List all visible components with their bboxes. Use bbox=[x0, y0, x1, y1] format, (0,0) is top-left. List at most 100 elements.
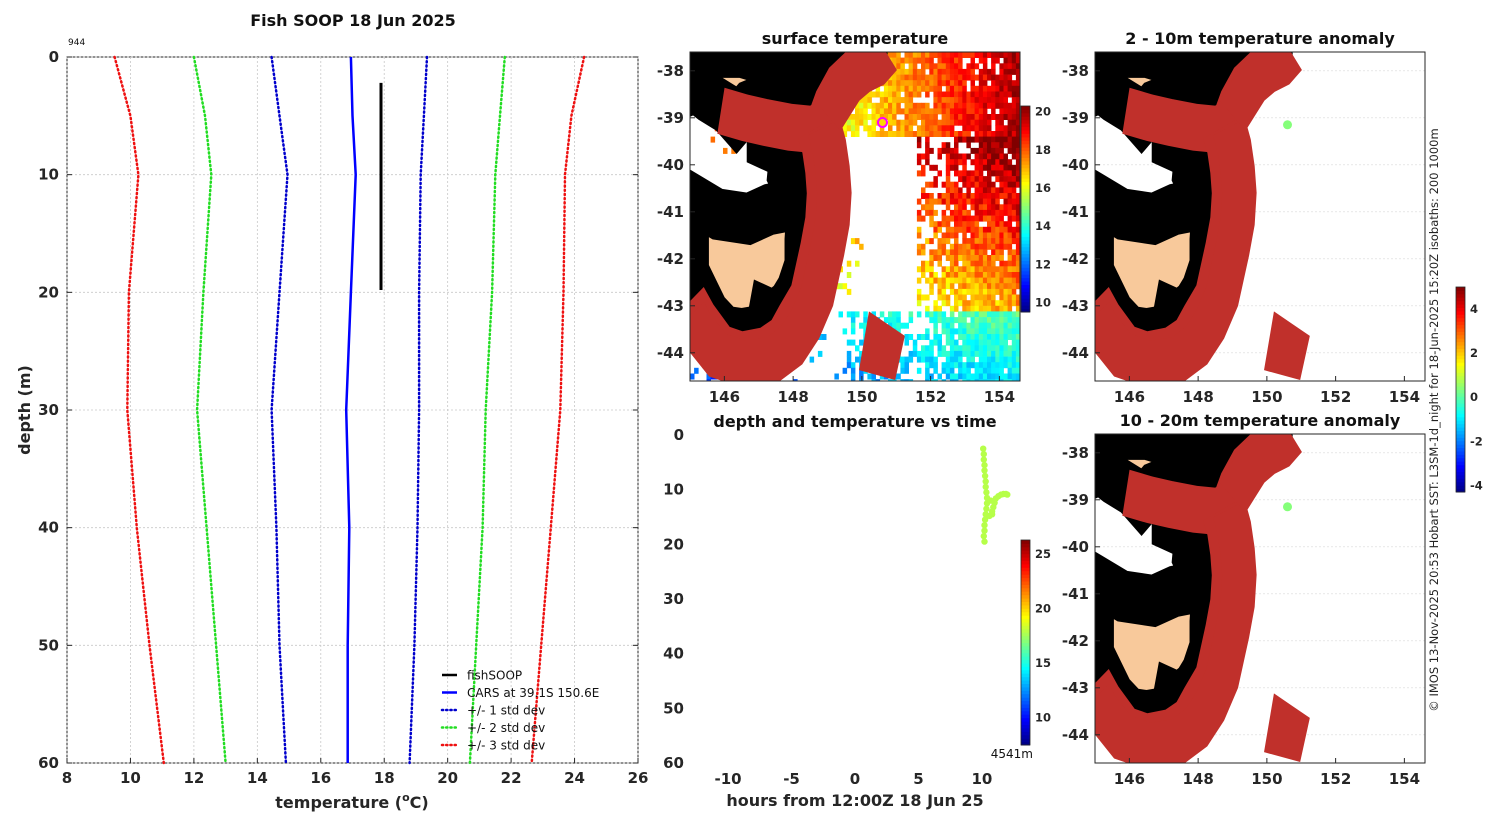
sst-cell bbox=[916, 249, 922, 256]
sst-cell bbox=[916, 215, 922, 222]
sst-cell bbox=[933, 249, 938, 256]
sst-cell bbox=[916, 311, 922, 318]
sst-cell bbox=[896, 322, 901, 329]
sst-cell bbox=[916, 91, 922, 98]
sst-cell bbox=[937, 119, 942, 126]
sst-cell bbox=[966, 300, 971, 307]
sst-cell bbox=[987, 74, 992, 81]
anom_2_10-point bbox=[1283, 120, 1292, 130]
sst-cell bbox=[995, 97, 1000, 104]
sst-cell bbox=[970, 159, 975, 166]
anomaly-colorbar-segment bbox=[1456, 307, 1465, 312]
sst-cell bbox=[937, 125, 942, 132]
sst-cell bbox=[987, 277, 992, 284]
sst-cell bbox=[966, 198, 971, 205]
sst-cell bbox=[966, 350, 971, 357]
sst-cell bbox=[896, 74, 901, 81]
sst-colorbar-segment bbox=[1021, 136, 1030, 141]
sst-cell bbox=[1015, 147, 1020, 154]
sst-cell bbox=[1015, 238, 1020, 245]
sst-cell bbox=[978, 181, 984, 188]
sst-colorbar-segment bbox=[1021, 164, 1030, 169]
sst-cell bbox=[921, 356, 926, 363]
sst_map-frame bbox=[689, 51, 1021, 382]
sst-cell bbox=[1003, 142, 1008, 149]
sst-cell bbox=[966, 266, 971, 273]
sst-cell bbox=[1007, 249, 1013, 256]
sst-cell bbox=[974, 277, 980, 284]
sst-cell bbox=[954, 362, 959, 369]
sst-cell bbox=[916, 125, 922, 132]
dt-colorbar-segment bbox=[1021, 738, 1030, 743]
dt-colorbar-segment bbox=[1021, 618, 1030, 623]
sst-cell bbox=[954, 339, 959, 346]
sst-cell bbox=[974, 176, 980, 183]
sst-cell bbox=[962, 300, 967, 307]
sst-cell bbox=[933, 176, 938, 183]
sst-cell bbox=[962, 350, 967, 357]
sst-cell bbox=[966, 373, 971, 380]
sst-cell bbox=[937, 305, 942, 312]
sst-cell bbox=[867, 125, 872, 132]
sst-cell bbox=[991, 226, 996, 233]
sst-cell bbox=[912, 131, 918, 137]
sst-cell bbox=[978, 131, 984, 137]
sst-cell bbox=[850, 119, 856, 126]
sst-cell bbox=[892, 108, 897, 115]
sst-colorbar-segment bbox=[1021, 301, 1030, 306]
sst-cell bbox=[958, 102, 963, 109]
anom_2_10-ytick-label: -42 bbox=[1062, 250, 1089, 268]
anomaly-colorbar-segment bbox=[1456, 324, 1465, 329]
sst-cell bbox=[974, 97, 980, 104]
sst-cell bbox=[937, 350, 942, 357]
sst-cell bbox=[945, 300, 951, 307]
sst-cell bbox=[945, 317, 951, 324]
sst-cell bbox=[871, 373, 876, 380]
sst-cell bbox=[1011, 176, 1017, 183]
sst-cell bbox=[916, 350, 922, 357]
sst-cell bbox=[908, 85, 914, 92]
sst-cell bbox=[995, 350, 1000, 357]
sst-cell bbox=[1003, 272, 1008, 278]
sst-cell bbox=[925, 159, 930, 166]
sst-cell bbox=[925, 181, 930, 188]
sst-cell bbox=[900, 119, 905, 126]
sst-cell bbox=[1015, 362, 1020, 369]
sst-cell bbox=[974, 187, 980, 194]
profile-xtick-label: 10 bbox=[120, 769, 141, 787]
sst-cell bbox=[970, 204, 975, 211]
sst-cell bbox=[846, 350, 852, 357]
sst-cell bbox=[999, 328, 1004, 335]
sst-cell bbox=[962, 85, 967, 92]
sst_map-ytick-label: -43 bbox=[657, 297, 684, 315]
sst-cell bbox=[1003, 63, 1008, 70]
sst-cell bbox=[888, 80, 893, 87]
sst-cell bbox=[954, 91, 959, 98]
sst-cell bbox=[982, 350, 988, 357]
sst-cell bbox=[978, 114, 984, 120]
sst-cell bbox=[896, 52, 901, 58]
dt-colorbar-segment bbox=[1021, 584, 1030, 589]
sst-cell bbox=[978, 288, 984, 295]
sst-cell bbox=[949, 243, 955, 250]
sst-cell bbox=[958, 317, 963, 324]
sst-cell bbox=[999, 272, 1004, 278]
sst-cell bbox=[949, 80, 955, 87]
sst-cell bbox=[937, 102, 942, 109]
sst-cell bbox=[991, 142, 996, 149]
sst-cell bbox=[958, 277, 963, 284]
sst-colorbar-segment bbox=[1021, 246, 1030, 251]
sst-cell bbox=[949, 266, 955, 273]
sst-cell bbox=[987, 272, 992, 278]
sst-cell bbox=[1003, 266, 1008, 273]
sst-cell bbox=[995, 317, 1000, 324]
sst-cell bbox=[921, 243, 926, 250]
sst-cell bbox=[958, 119, 963, 126]
sst-cell bbox=[974, 198, 980, 205]
sst-cell bbox=[1011, 136, 1017, 143]
sst-colorbar-segment bbox=[1021, 267, 1030, 272]
sst-cell bbox=[949, 345, 955, 352]
sst-cell bbox=[958, 266, 963, 273]
sst-cell bbox=[978, 305, 984, 312]
sst-cell bbox=[1003, 311, 1008, 318]
